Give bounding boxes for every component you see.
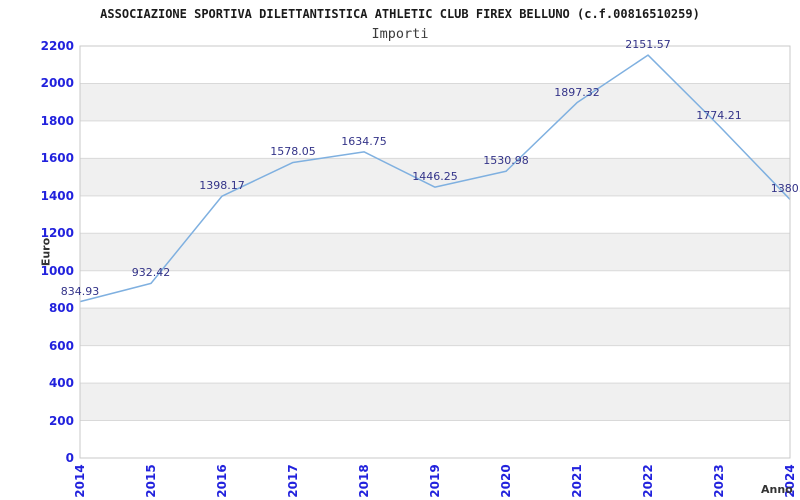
y-tick-label: 400 — [48, 376, 74, 391]
data-label: 2151.57 — [625, 38, 671, 52]
x-axis-label: Anno — [761, 483, 793, 496]
data-label: 1380.7 — [770, 182, 800, 196]
x-tick-label: 2014 — [73, 464, 87, 498]
x-tick-label: 2020 — [499, 464, 513, 498]
chart-title: ASSOCIAZIONE SPORTIVA DILETTANTISTICA AT… — [100, 7, 700, 21]
y-tick-label: 1200 — [40, 226, 74, 241]
data-label: 1634.75 — [341, 134, 387, 148]
data-label: 1578.05 — [270, 145, 316, 159]
series-line — [79, 54, 791, 303]
y-tick-label: 600 — [48, 338, 74, 353]
background-band — [80, 308, 790, 346]
x-tick-label: 2023 — [712, 464, 726, 498]
y-tick-label: 0 — [65, 451, 74, 465]
y-tick-label: 2200 — [40, 39, 74, 53]
y-tick-label: 1800 — [40, 113, 74, 128]
x-tick-label: 2022 — [641, 464, 655, 498]
x-tick-label: 2017 — [286, 464, 300, 498]
y-tick-label: 2000 — [40, 76, 74, 91]
data-label: 1530.98 — [483, 154, 529, 168]
y-tick-label: 1000 — [40, 263, 74, 278]
x-tick-label: 2018 — [357, 464, 371, 498]
data-label: 1897.32 — [554, 85, 600, 99]
data-label: 1398.17 — [199, 179, 245, 193]
y-tick-label: 800 — [48, 301, 74, 316]
chart-subtitle: Importi — [371, 26, 429, 42]
x-tick-label: 2016 — [215, 464, 229, 498]
background-band — [80, 233, 790, 271]
background-band — [80, 383, 790, 421]
y-tick-label: 1400 — [40, 188, 74, 203]
data-label: 834.93 — [60, 284, 100, 298]
x-tick-label: 2021 — [570, 464, 584, 498]
y-tick-label: 200 — [48, 413, 74, 428]
data-label: 1774.21 — [696, 108, 742, 122]
background-band — [80, 158, 790, 196]
x-tick-label: 2019 — [428, 464, 442, 498]
data-label: 1446.25 — [412, 170, 458, 184]
y-axis-label: Euro — [39, 237, 53, 267]
data-label: 932.42 — [131, 266, 171, 280]
x-tick-label: 2015 — [144, 464, 158, 498]
plot-border — [79, 45, 791, 459]
y-tick-label: 1600 — [40, 151, 74, 166]
background-band — [80, 83, 790, 121]
